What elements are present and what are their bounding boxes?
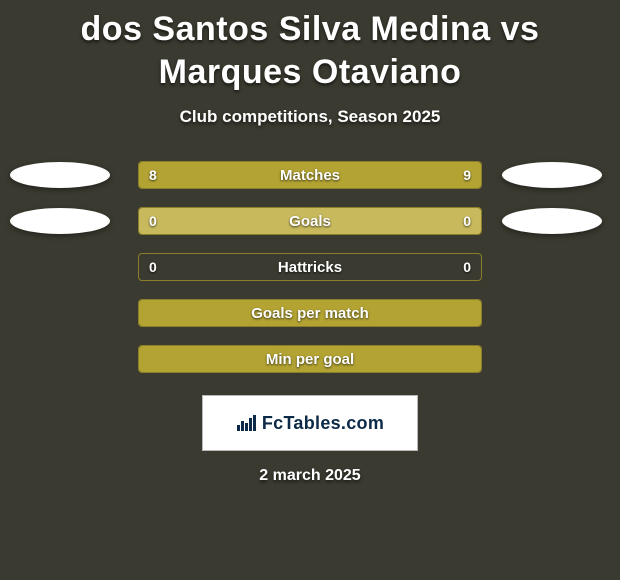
stat-bar-fill [139, 208, 481, 234]
stat-bar: Min per goal [138, 345, 482, 373]
stat-bar-fill [139, 346, 481, 372]
player-left-pill [10, 208, 110, 234]
stat-value-right: 0 [463, 254, 471, 280]
stat-row-goals-per-match: Goals per match [0, 299, 620, 327]
subtitle: Club competitions, Season 2025 [0, 107, 620, 127]
stat-value-left: 0 [149, 254, 157, 280]
page-title: dos Santos Silva Medina vs Marques Otavi… [0, 0, 620, 93]
fctables-badge[interactable]: FcTables.com [202, 395, 418, 451]
player-left-pill [10, 162, 110, 188]
stat-bar: 89Matches [138, 161, 482, 189]
stat-row-goals: 00Goals [0, 207, 620, 235]
badge-text: FcTables.com [262, 413, 384, 434]
player-right-pill [502, 162, 602, 188]
stat-row-matches: 89Matches [0, 161, 620, 189]
stat-bar-fill [139, 300, 481, 326]
date-label: 2 march 2025 [0, 467, 620, 485]
stat-row-hattricks: 0 0Hattricks [0, 253, 620, 281]
bar-chart-icon [236, 415, 256, 431]
stat-bar: Goals per match [138, 299, 482, 327]
stat-label: Hattricks [139, 254, 481, 280]
stat-bar: 0 0Hattricks [138, 253, 482, 281]
stat-row-min-per-goal: Min per goal [0, 345, 620, 373]
stat-bar: 00Goals [138, 207, 482, 235]
stat-rows: 89Matches 00Goals 0 0Hattricks Goals per mat… [0, 161, 620, 373]
stat-bar-fill [139, 162, 481, 188]
player-right-pill [502, 208, 602, 234]
